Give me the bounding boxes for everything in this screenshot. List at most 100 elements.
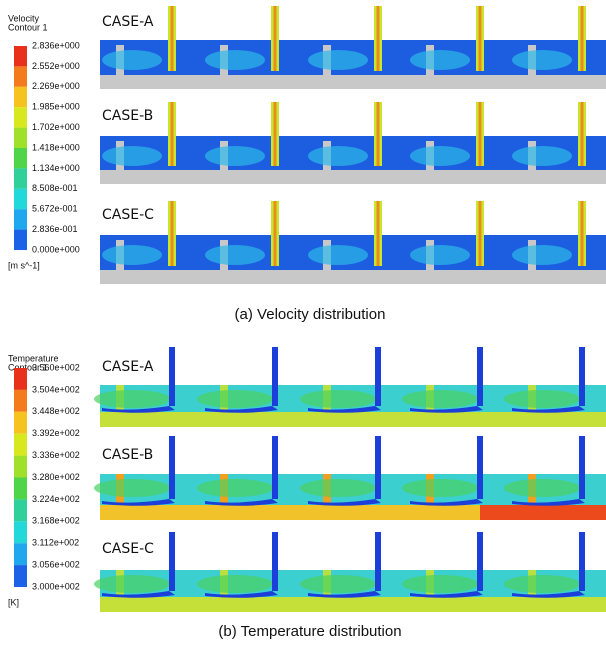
- colorbar-label: 3.560e+002: [32, 362, 80, 372]
- eddy: [410, 245, 470, 265]
- colorbar-segment: [14, 107, 27, 128]
- eddy: [205, 50, 265, 70]
- colorbar-label: 2.836e-001: [32, 224, 78, 234]
- jet-core: [273, 201, 277, 266]
- jet-core: [376, 201, 380, 266]
- eddy: [205, 146, 265, 166]
- jet-core: [376, 6, 380, 71]
- jet-core: [170, 6, 174, 71]
- colorbar-label: 1.134e+000: [32, 163, 80, 173]
- jet: [272, 532, 278, 591]
- eddy: [308, 245, 368, 265]
- colorbar-segment: [14, 188, 27, 210]
- colorbar-segment: [14, 209, 27, 230]
- colorbar-segment: [14, 168, 27, 189]
- jet: [579, 532, 585, 591]
- legend-title: Velocity: [8, 13, 40, 23]
- eddy: [402, 390, 478, 408]
- colorbar-label: 2.836e+000: [32, 40, 80, 50]
- jet: [477, 436, 483, 499]
- colorbar-label: 3.336e+002: [32, 450, 80, 460]
- colorbar-segment: [14, 229, 27, 250]
- legend-unit: [K]: [8, 597, 19, 607]
- jet: [169, 436, 175, 499]
- jet: [375, 532, 381, 591]
- case-label: CASE-B: [102, 108, 153, 124]
- eddy: [197, 479, 273, 497]
- eddy: [197, 390, 273, 408]
- cold-plume: [205, 406, 278, 413]
- jet: [579, 347, 585, 406]
- eddy: [504, 390, 580, 408]
- jet-core: [273, 6, 277, 71]
- jet: [272, 436, 278, 499]
- jet: [375, 347, 381, 406]
- floor: [100, 170, 606, 184]
- floor: [100, 597, 606, 612]
- eddy: [410, 146, 470, 166]
- jet-core: [478, 6, 482, 71]
- colorbar-segment: [14, 411, 27, 434]
- colorbar-label: 3.168e+002: [32, 516, 80, 526]
- jet: [169, 347, 175, 406]
- eddy: [512, 146, 572, 166]
- colorbar-segment: [14, 455, 27, 478]
- colorbar-label: 3.056e+002: [32, 559, 80, 569]
- colorbar-label: 1.702e+000: [32, 122, 80, 132]
- colorbar-label: 5.672e-001: [32, 204, 78, 214]
- eddy: [308, 146, 368, 166]
- jet: [477, 532, 483, 591]
- eddy: [102, 146, 162, 166]
- cold-plume: [308, 591, 381, 598]
- floor: [100, 412, 606, 427]
- eddy: [308, 50, 368, 70]
- colorbar-segment: [14, 543, 27, 566]
- eddy: [504, 479, 580, 497]
- case-label: CASE-A: [102, 359, 154, 375]
- colorbar-segment: [14, 127, 27, 148]
- cold-plume: [410, 406, 483, 413]
- jet-core: [580, 201, 584, 266]
- case-label: CASE-A: [102, 14, 154, 30]
- colorbar-segment: [14, 499, 27, 522]
- jet-core: [273, 102, 277, 166]
- legend-title: Temperature: [8, 353, 59, 363]
- eddy: [94, 575, 170, 593]
- eddy: [402, 575, 478, 593]
- caption: (a) Velocity distribution: [235, 306, 386, 323]
- eddy: [512, 50, 572, 70]
- cold-plume: [102, 591, 175, 598]
- floor: [100, 505, 606, 520]
- cold-plume: [205, 591, 278, 598]
- case-label: CASE-B: [102, 447, 153, 463]
- eddy: [94, 390, 170, 408]
- jet-core: [170, 201, 174, 266]
- eddy: [402, 479, 478, 497]
- cold-plume: [308, 406, 381, 413]
- case-label: CASE-C: [102, 207, 154, 223]
- jet-core: [376, 102, 380, 166]
- colorbar-segment: [14, 148, 27, 169]
- colorbar-segment: [14, 86, 27, 108]
- caption: (b) Temperature distribution: [218, 623, 401, 640]
- case-label: CASE-C: [102, 541, 154, 557]
- jet-core: [580, 102, 584, 166]
- jet-core: [170, 102, 174, 166]
- colorbar-label: 3.280e+002: [32, 472, 80, 482]
- eddy: [205, 245, 265, 265]
- colorbar-label: 3.000e+002: [32, 581, 80, 591]
- colorbar-label: 0.000e+000: [32, 244, 80, 254]
- colorbar-label: 1.985e+000: [32, 102, 80, 112]
- colorbar-segment: [14, 368, 27, 390]
- colorbar-label: 1.418e+000: [32, 142, 80, 152]
- legend-subtitle: Contour 1: [8, 22, 48, 32]
- colorbar-segment: [14, 433, 27, 456]
- jet-core: [478, 201, 482, 266]
- eddy: [410, 50, 470, 70]
- legend-unit: [m s^-1]: [8, 260, 40, 270]
- colorbar-label: 2.269e+000: [32, 81, 80, 91]
- jet-core: [580, 6, 584, 71]
- colorbar-segment: [14, 66, 27, 87]
- eddy: [102, 245, 162, 265]
